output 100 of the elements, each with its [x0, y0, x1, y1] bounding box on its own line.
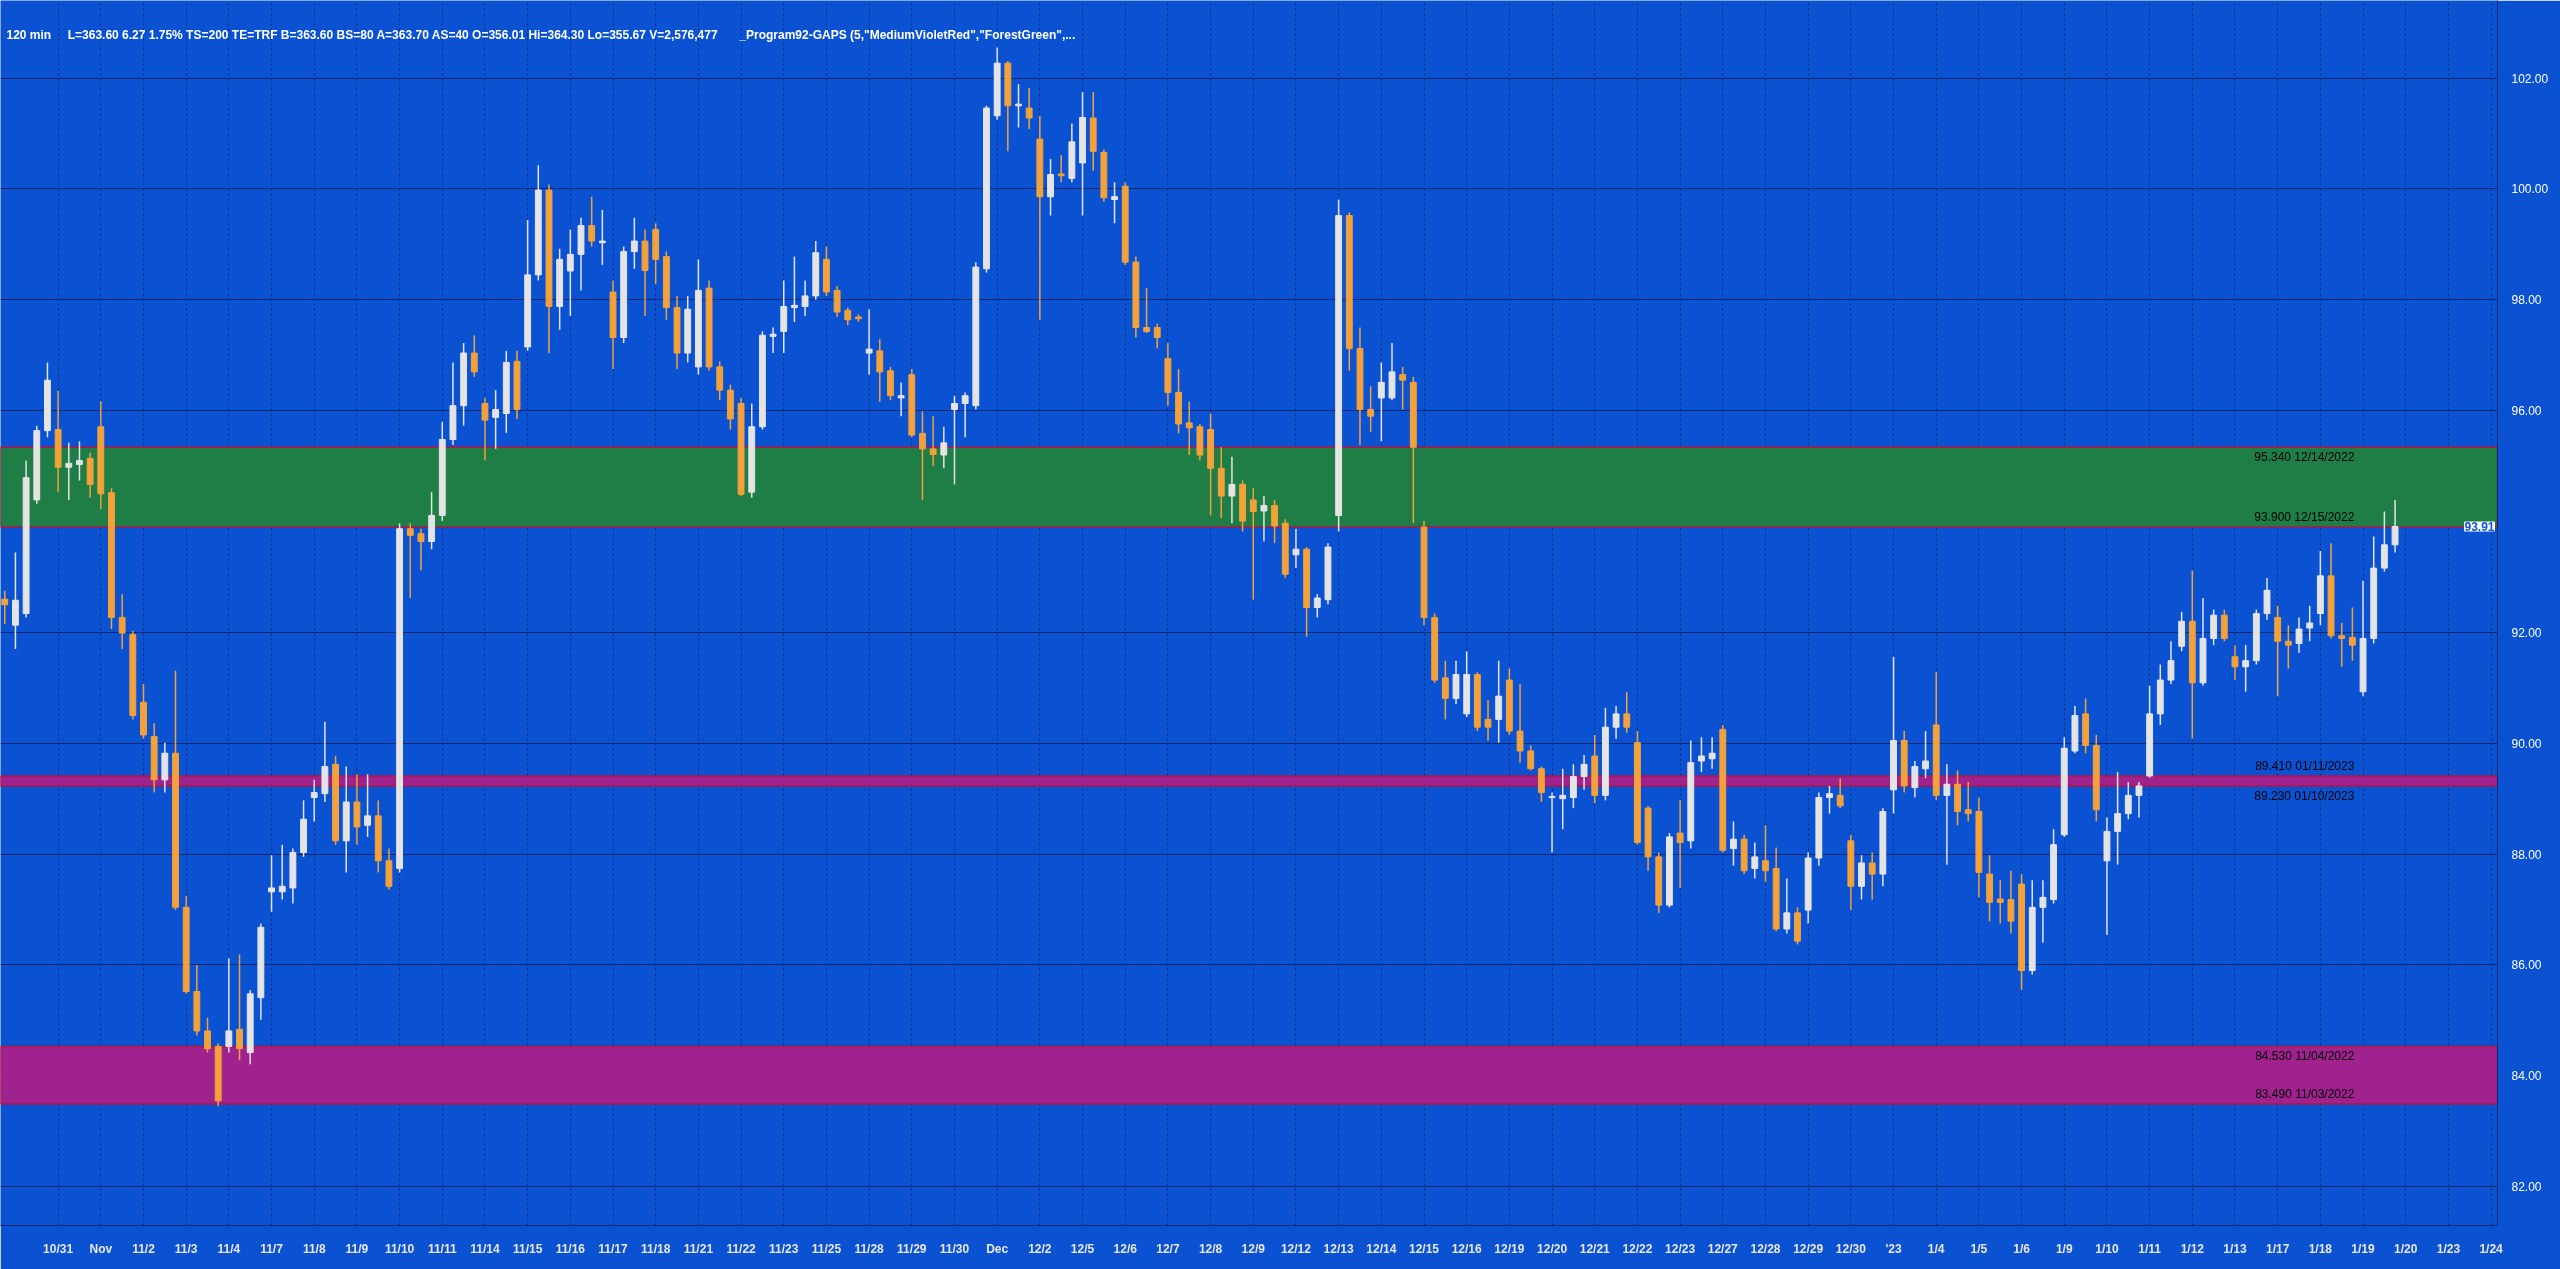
candlestick — [1292, 528, 1300, 569]
x-tick-label: 11/14 — [470, 1241, 500, 1256]
candlestick — [1111, 181, 1118, 225]
candlestick — [2007, 870, 2015, 935]
candlestick — [481, 397, 489, 462]
text: 120 min — [6, 27, 52, 42]
x-tick-label: 11/3 — [174, 1241, 198, 1256]
candlestick — [1025, 87, 1033, 130]
candlestick — [470, 334, 478, 378]
candlestick — [2167, 640, 2175, 685]
x-tick-label: 11/18 — [641, 1241, 671, 1256]
candlestick — [268, 854, 275, 913]
candlestick — [1452, 659, 1460, 705]
candlestick — [2231, 644, 2239, 681]
candlestick — [1826, 785, 1833, 815]
y-tick-label: 102.00 — [2511, 71, 2549, 86]
x-tick-label: 11/2 — [132, 1241, 156, 1256]
x-tick-label: 1/23 — [2436, 1241, 2461, 1256]
candlestick — [2220, 608, 2228, 643]
y-tick-label: 88.00 — [2511, 847, 2542, 862]
x-tick-label: 12/20 — [1537, 1241, 1568, 1256]
x-tick-label: Nov — [89, 1241, 113, 1256]
candlestick — [1367, 385, 1375, 433]
x-tick-label: 12/9 — [1241, 1241, 1266, 1256]
x-tick-label: 11/9 — [345, 1241, 369, 1256]
candlestick — [1836, 777, 1844, 809]
candlestick — [2135, 781, 2143, 819]
candlestick — [2263, 577, 2271, 621]
candlestick — [2295, 616, 2303, 654]
y-tick-label: 100.00 — [2511, 182, 2549, 197]
candlestick — [2124, 781, 2132, 820]
x-tick-label: 12/13 — [1323, 1241, 1354, 1256]
x-tick-label: 1/6 — [2013, 1241, 2031, 1256]
candlestick — [1047, 158, 1054, 217]
x-tick-label: 12/21 — [1579, 1241, 1611, 1256]
candlestick — [2348, 606, 2356, 662]
candlestick — [118, 593, 126, 650]
x-tick-label: 1/24 — [2479, 1241, 2504, 1256]
x-tick-label: 12/16 — [1451, 1241, 1483, 1256]
annotation: 93.900 12/15/2022 — [2254, 510, 2355, 525]
candlestick — [1495, 659, 1503, 744]
candlestick — [2391, 499, 2399, 554]
x-tick-label: 11/21 — [683, 1241, 714, 1256]
x-tick-label: '23 — [1885, 1241, 1902, 1256]
candlestick — [492, 389, 500, 450]
annotation: 89.410 01/11/2023 — [2255, 758, 2355, 773]
candlestick — [865, 308, 873, 376]
y-tick-label: 82.00 — [2511, 1180, 2542, 1195]
x-tick-label: 12/29 — [1793, 1241, 1824, 1256]
annotation: 84.530 11/04/2022 — [2255, 1049, 2355, 1064]
candlestick — [1858, 854, 1865, 901]
x-tick-label: 12/7 — [1156, 1241, 1180, 1256]
candlestick — [1153, 322, 1161, 350]
x-tick-label: 11/15 — [512, 1241, 543, 1256]
candlestick — [598, 209, 606, 266]
x-tick-label: 11/23 — [769, 1241, 799, 1256]
candlestick — [1484, 699, 1492, 742]
x-tick-label: 1/13 — [2223, 1241, 2247, 1256]
x-tick-label: 10/31 — [43, 1241, 74, 1256]
annotation: _Program92-GAPS (5,"MediumVioletRed","ForestGreen",... — [738, 27, 1076, 42]
candlestick — [1, 590, 9, 625]
candlestick — [2039, 879, 2047, 944]
candlestick — [919, 410, 926, 501]
x-tick-label: 12/5 — [1070, 1241, 1095, 1256]
candlestick — [790, 255, 798, 323]
x-tick-label: 11/30 — [939, 1241, 970, 1256]
x-tick-label: 11/10 — [384, 1241, 415, 1256]
x-tick-label: Dec — [986, 1241, 1009, 1256]
candlestick — [1516, 683, 1524, 764]
candlestick — [2338, 622, 2346, 668]
x-tick-label: 1/5 — [1970, 1241, 1988, 1256]
candlestick — [1922, 730, 1929, 779]
candlestick — [236, 953, 243, 1062]
x-tick-label: 1/11 — [2138, 1241, 2162, 1256]
candlestick — [1271, 499, 1279, 544]
x-tick-label: 11/16 — [555, 1241, 586, 1256]
candlestick — [1623, 691, 1631, 734]
candlestick — [630, 217, 638, 270]
candlestick — [1783, 877, 1791, 935]
x-tick-label: 11/7 — [260, 1241, 284, 1256]
candlestick — [406, 522, 414, 599]
x-tick-label: 11/25 — [811, 1241, 842, 1256]
candlestick — [833, 285, 841, 318]
candlestick — [2274, 605, 2282, 697]
candlestick — [364, 773, 372, 838]
candlestick — [1441, 659, 1449, 721]
candlestick — [1868, 851, 1876, 901]
candlestick — [1143, 287, 1150, 334]
annotation: L=363.60 6.27 1.75% TS=200 TE=TRF B=363.60 BS=80 A=363.70 AS=40 O=356.01 Hi=364.30 Lo=355.67 V=2,576,477 — [67, 27, 718, 42]
candlestick — [1580, 754, 1588, 791]
candlestick — [225, 957, 233, 1054]
candlestick — [417, 528, 425, 572]
y-tick-label: 84.00 — [2511, 1069, 2542, 1084]
candlestick — [588, 195, 596, 248]
x-tick-label: 11/22 — [726, 1241, 757, 1256]
candlestick — [1057, 154, 1065, 184]
x-tick-label: 12/22 — [1622, 1241, 1653, 1256]
candlestick — [204, 1016, 211, 1054]
annotation: 83.490 11/03/2022 — [2255, 1087, 2355, 1102]
candlestick — [1228, 455, 1236, 524]
